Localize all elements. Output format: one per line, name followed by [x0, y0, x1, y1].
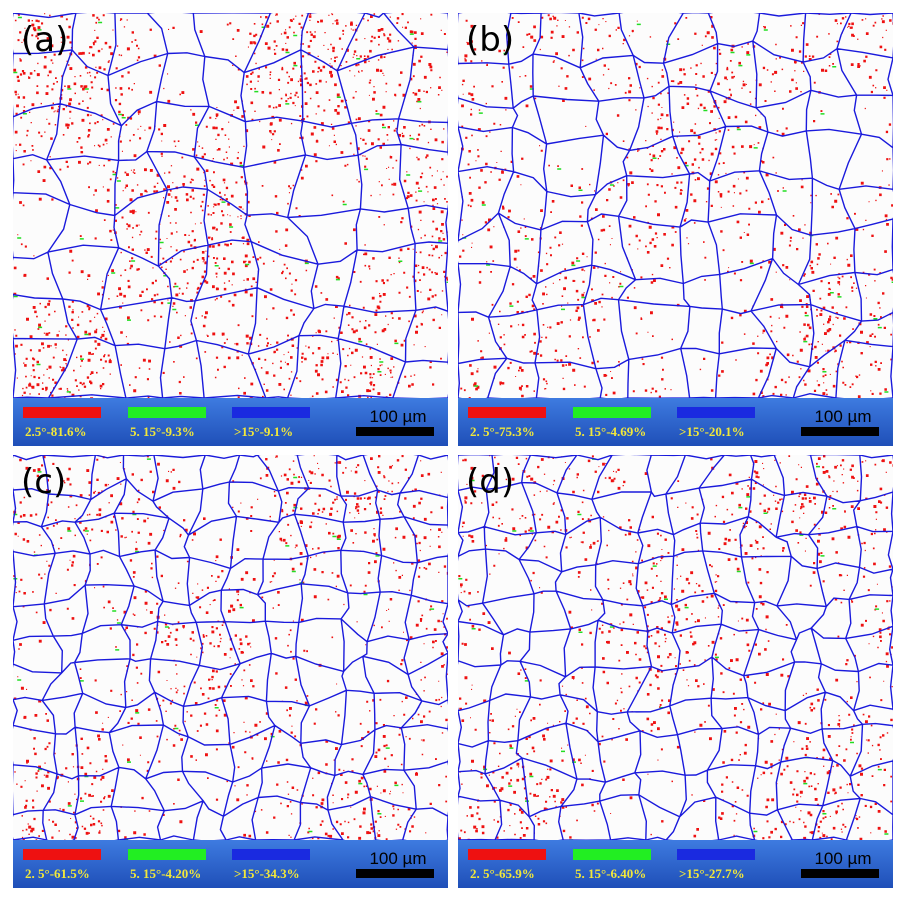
scale-bar-label: 100 µm	[369, 407, 426, 426]
legend-text: 2. 5°-65.9%	[470, 866, 535, 881]
legend-text: 2. 5°-61.5%	[25, 866, 90, 881]
panel-label: (b)	[466, 20, 514, 60]
scale-bar	[801, 427, 879, 436]
scale-bar	[801, 869, 879, 878]
legend-text: 5. 15°-4.20%	[130, 866, 201, 881]
legend-text: >15°-20.1%	[679, 424, 745, 439]
low-angle-points	[459, 13, 893, 399]
legend-text: >15°-27.7%	[679, 866, 745, 881]
legend-swatch	[573, 407, 651, 418]
legend-text: >15°-34.3%	[234, 866, 300, 881]
panel: (a) 2.5°-81.6% 5. 15°-9.3% >15°-9.1% 100 µm	[13, 13, 448, 446]
legend-swatch	[232, 407, 310, 418]
legend-bar	[13, 398, 448, 446]
legend-swatch	[128, 407, 206, 418]
scale-bar-label: 100 µm	[814, 849, 871, 868]
legend-swatch	[128, 849, 206, 860]
legend-bar	[458, 398, 893, 446]
legend-text: 5. 15°-6.40%	[575, 866, 646, 881]
map-background	[458, 13, 893, 398]
scale-bar-label: 100 µm	[814, 407, 871, 426]
scale-bar	[356, 869, 434, 878]
map-background	[13, 13, 448, 398]
legend-text: 5. 15°-4.69%	[575, 424, 646, 439]
low-angle-points	[13, 455, 448, 843]
legend-swatch	[468, 849, 546, 860]
panel-label: (c)	[21, 462, 66, 502]
legend-bar	[13, 840, 448, 888]
panel-label: (d)	[466, 462, 514, 502]
grain-boundaries	[458, 13, 893, 403]
legend-swatch	[573, 849, 651, 860]
legend-text: 5. 15°-9.3%	[130, 424, 195, 439]
legend-swatch	[677, 849, 755, 860]
panel: (d) 2. 5°-65.9% 5. 15°-6.40% >15°-27.7% 100 …	[458, 455, 893, 888]
legend-swatch	[23, 849, 101, 860]
legend-swatch	[468, 407, 546, 418]
scale-bar-label: 100 µm	[369, 849, 426, 868]
grain-boundaries	[458, 455, 893, 846]
panel: (b) 2. 5°-75.3% 5. 15°-4.69% >15°-20.1% 100 …	[458, 13, 893, 446]
scale-bar	[356, 427, 434, 436]
legend-text: >15°-9.1%	[234, 424, 293, 439]
legend-swatch	[23, 407, 101, 418]
panel-label: (a)	[21, 20, 68, 60]
legend-swatch	[232, 849, 310, 860]
legend-text: 2. 5°-75.3%	[470, 424, 535, 439]
grain-boundaries	[13, 13, 448, 401]
legend-swatch	[677, 407, 755, 418]
legend-text: 2.5°-81.6%	[25, 424, 87, 439]
legend-bar	[458, 840, 893, 888]
grain-boundaries	[13, 455, 448, 846]
panel: (c) 2. 5°-61.5% 5. 15°-4.20% >15°-34.3% 100 …	[13, 455, 448, 888]
